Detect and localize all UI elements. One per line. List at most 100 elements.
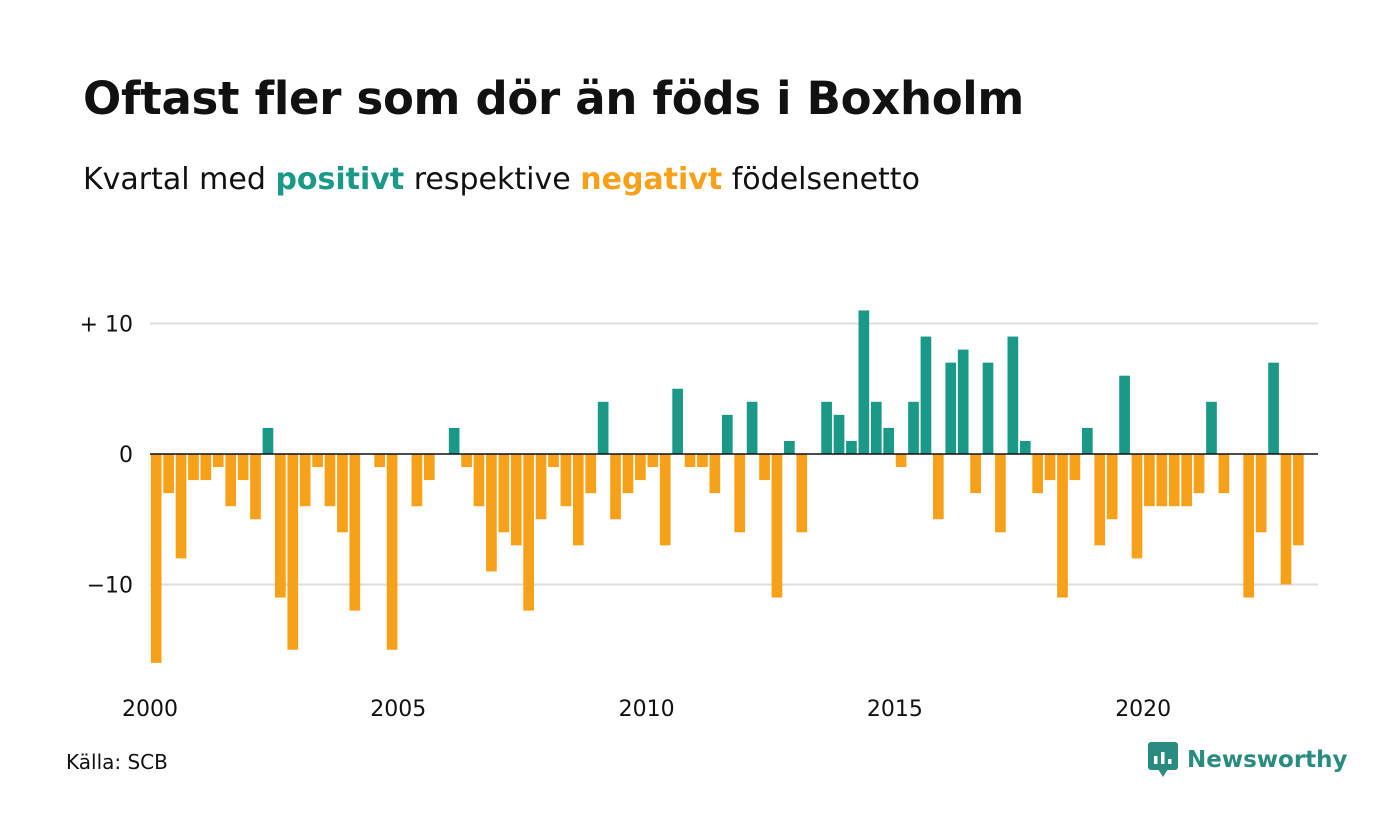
bar-2007-Q3 xyxy=(523,454,534,611)
bar-2017-Q3 xyxy=(1019,440,1031,454)
bar-2013-Q1 xyxy=(796,454,808,533)
bar-2002-Q1 xyxy=(250,454,261,520)
bar-2012-Q2 xyxy=(759,454,770,481)
bar-2001-Q3 xyxy=(225,454,237,507)
y-tick-label: 0 xyxy=(119,443,133,468)
bar-2007-Q2 xyxy=(510,454,522,546)
axis-label-layer: + 10 0 −10 2000 2005 2010 2015 2020 xyxy=(80,313,1172,723)
bar-2006-Q3 xyxy=(473,454,485,507)
bar-2020-Q4 xyxy=(1181,454,1192,507)
source-note: Källa: SCB xyxy=(66,750,168,774)
bar-2011-Q3 xyxy=(721,414,733,454)
bar-2003-Q4 xyxy=(337,454,348,533)
bar-2011-Q1 xyxy=(697,454,708,468)
bar-2000-Q3 xyxy=(175,454,187,559)
bar-2012-Q3 xyxy=(771,454,783,598)
y-tick-label: + 10 xyxy=(80,313,133,338)
bar-2000-Q4 xyxy=(188,454,199,481)
bar-2019-Q3 xyxy=(1119,375,1130,454)
bar-2006-Q4 xyxy=(486,454,497,572)
bar-2010-Q2 xyxy=(659,454,671,546)
bar-2014-Q3 xyxy=(870,401,882,454)
grid-layer xyxy=(150,322,1318,586)
bar-2009-Q3 xyxy=(622,454,634,494)
bar-2015-Q3 xyxy=(920,336,932,454)
bar-2009-Q4 xyxy=(635,454,646,481)
x-tick-label: 2015 xyxy=(867,697,923,722)
subtitle-suffix: födelsenetto xyxy=(731,162,920,197)
bar-2008-Q3 xyxy=(572,454,584,546)
subtitle-prefix: Kvartal med xyxy=(83,162,266,197)
y-tick-label: −10 xyxy=(87,574,133,599)
bar-2003-Q1 xyxy=(299,454,311,507)
bar-2018-Q1 xyxy=(1044,454,1056,481)
bar-2004-Q4 xyxy=(386,454,398,650)
bar-2015-Q1 xyxy=(895,454,907,468)
x-tick-label: 2010 xyxy=(619,697,675,722)
bar-2022-Q3 xyxy=(1268,362,1279,454)
bar-2007-Q4 xyxy=(535,454,547,520)
bar-2003-Q3 xyxy=(324,454,336,507)
bar-2002-Q3 xyxy=(275,454,286,598)
bar-2021-Q3 xyxy=(1218,454,1230,494)
bar-2002-Q4 xyxy=(287,454,299,650)
bar-2018-Q3 xyxy=(1069,454,1081,481)
subtitle-negative-keyword: negativt xyxy=(580,162,723,197)
bar-2004-Q3 xyxy=(374,454,386,468)
bar-2004-Q1 xyxy=(349,454,361,611)
x-tick-label: 2020 xyxy=(1115,697,1171,722)
bar-2012-Q4 xyxy=(784,440,795,454)
bar-2018-Q4 xyxy=(1081,427,1093,454)
chart-title: Oftast fler som dör än föds i Boxholm xyxy=(83,72,1025,125)
bar-2006-Q1 xyxy=(448,427,460,454)
bar-2010-Q3 xyxy=(672,388,683,454)
bar-2017-Q1 xyxy=(995,454,1006,533)
bar-2020-Q2 xyxy=(1156,454,1168,507)
bar-2000-Q1 xyxy=(150,454,162,663)
bar-2009-Q1 xyxy=(597,401,609,454)
bar-2021-Q2 xyxy=(1206,401,1217,454)
bar-2017-Q2 xyxy=(1007,336,1019,454)
bar-2019-Q2 xyxy=(1106,454,1118,520)
bar-2003-Q2 xyxy=(312,454,323,468)
bar-2007-Q1 xyxy=(498,454,510,533)
bar-2008-Q4 xyxy=(585,454,597,494)
bar-2016-Q3 xyxy=(970,454,981,494)
bar-2019-Q1 xyxy=(1094,454,1106,546)
chart-subtitle: Kvartal med positivt respektive negativt… xyxy=(83,162,920,197)
bar-2017-Q4 xyxy=(1032,454,1044,494)
subtitle-positive-keyword: positivt xyxy=(275,162,405,197)
bar-2000-Q2 xyxy=(163,454,174,494)
bar-layer xyxy=(150,310,1304,663)
bar-2008-Q1 xyxy=(548,454,559,468)
bar-2014-Q4 xyxy=(883,427,895,454)
bar-2014-Q2 xyxy=(858,310,870,454)
bar-2014-Q1 xyxy=(846,440,857,454)
bar-2010-Q1 xyxy=(647,454,659,468)
bar-2002-Q2 xyxy=(262,427,274,454)
bar-2015-Q4 xyxy=(933,454,944,520)
bar-2016-Q2 xyxy=(957,349,969,454)
bar-2022-Q2 xyxy=(1255,454,1267,533)
bar-2020-Q3 xyxy=(1168,454,1180,507)
bar-2018-Q2 xyxy=(1057,454,1068,598)
bar-2001-Q2 xyxy=(212,454,224,468)
bar-2019-Q4 xyxy=(1131,454,1143,559)
subtitle-middle: respektive xyxy=(413,162,571,197)
bar-2012-Q1 xyxy=(746,401,758,454)
bar-2005-Q3 xyxy=(423,454,435,481)
bar-2009-Q2 xyxy=(610,454,621,520)
bar-2011-Q2 xyxy=(709,454,721,494)
bar-2022-Q4 xyxy=(1280,454,1292,585)
bar-2008-Q2 xyxy=(560,454,572,507)
bar-2022-Q1 xyxy=(1243,454,1255,598)
bar-2023-Q1 xyxy=(1293,454,1304,546)
bar-2001-Q1 xyxy=(200,454,212,481)
bar-2016-Q1 xyxy=(945,362,957,454)
brand-name: Newsworthy xyxy=(1187,747,1348,773)
bar-2021-Q1 xyxy=(1193,454,1205,494)
bar-2013-Q4 xyxy=(833,414,845,454)
bar-2013-Q3 xyxy=(821,401,832,454)
bar-2015-Q2 xyxy=(908,401,919,454)
bar-2010-Q4 xyxy=(684,454,696,468)
